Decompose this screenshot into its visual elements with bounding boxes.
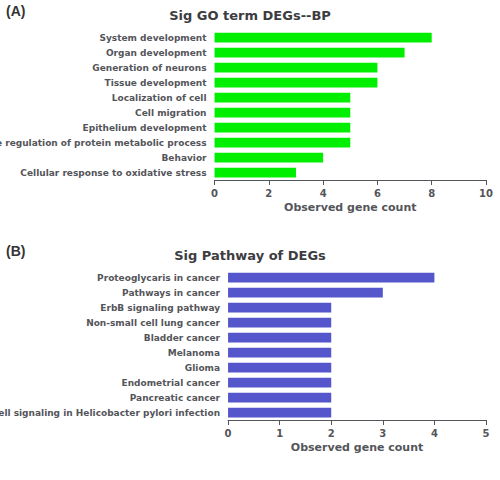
svg-text:Cellular response to oxidative: Cellular response to oxidative stress [20, 168, 206, 178]
svg-text:Tissue development: Tissue development [105, 78, 208, 88]
svg-text:4: 4 [431, 428, 438, 439]
svg-text:0: 0 [225, 428, 232, 439]
svg-text:Active regulation of protein m: Active regulation of protein metabolic p… [0, 138, 207, 148]
svg-text:System development: System development [99, 33, 207, 43]
svg-text:Epithelium development: Epithelium development [83, 123, 208, 133]
svg-text:Generation of neurons: Generation of neurons [92, 63, 206, 73]
svg-text:5: 5 [483, 428, 490, 439]
svg-text:Localization of cell: Localization of cell [112, 93, 207, 103]
svg-text:1: 1 [276, 428, 283, 439]
svg-text:Sig GO term DEGs--BP: Sig GO term DEGs--BP [169, 8, 331, 23]
svg-text:Pathways in cancer: Pathways in cancer [122, 288, 220, 298]
svg-text:Organ development: Organ development [106, 48, 207, 58]
svg-text:10: 10 [479, 188, 493, 199]
svg-text:8: 8 [428, 188, 435, 199]
svg-text:2: 2 [328, 428, 335, 439]
svg-text:(A): (A) [6, 3, 25, 19]
svg-text:Behavior: Behavior [162, 153, 208, 163]
svg-text:Pancreatic cancer: Pancreatic cancer [130, 393, 221, 403]
svg-text:Observed gene count: Observed gene count [284, 201, 416, 214]
svg-text:3: 3 [379, 428, 386, 439]
svg-text:6: 6 [374, 188, 381, 199]
svg-text:ErbB signaling pathway: ErbB signaling pathway [100, 303, 220, 313]
svg-text:Cell migration: Cell migration [135, 108, 206, 118]
svg-text:Endometrial cancer: Endometrial cancer [122, 378, 221, 388]
svg-text:Bladder cancer: Bladder cancer [144, 333, 221, 343]
svg-text:Non-small cell lung cancer: Non-small cell lung cancer [86, 318, 220, 328]
svg-text:(B): (B) [6, 243, 25, 259]
svg-text:0: 0 [211, 188, 218, 199]
svg-text:Proteoglycaris in cancer: Proteoglycaris in cancer [97, 273, 221, 283]
svg-text:Observed gene count: Observed gene count [291, 441, 423, 454]
svg-text:Sig Pathway of DEGs: Sig Pathway of DEGs [174, 248, 326, 263]
svg-text:2: 2 [265, 188, 272, 199]
svg-text:Melanoma: Melanoma [168, 348, 220, 358]
svg-text:Glioma: Glioma [185, 363, 220, 373]
svg-text:4: 4 [320, 188, 327, 199]
svg-text:Elial cell signaling in Helico: Elial cell signaling in Helicobacter pyl… [0, 408, 220, 418]
